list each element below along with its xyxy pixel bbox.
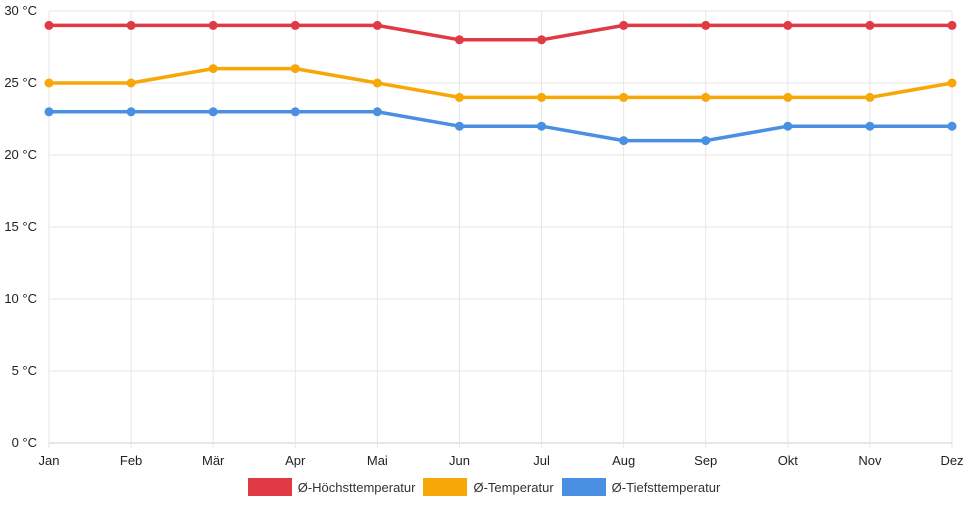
legend-swatch-hoechsttemperatur <box>247 478 292 496</box>
series-lines <box>44 20 957 146</box>
x-tick-label: Nov <box>858 453 882 468</box>
data-point <box>454 121 464 131</box>
data-point <box>290 20 300 30</box>
data-point <box>126 20 136 30</box>
x-tick-label: Jul <box>533 453 550 468</box>
legend-label-tiefsttemperatur: Ø-Tiefsttemperatur <box>611 479 721 495</box>
data-point <box>537 121 547 131</box>
data-point <box>44 107 54 117</box>
series-line-2 <box>47 110 954 143</box>
data-point <box>865 20 875 30</box>
series-line-0 <box>47 23 954 42</box>
x-tick-label: Feb <box>120 453 142 468</box>
data-point <box>44 78 54 88</box>
data-point <box>537 92 547 102</box>
data-point <box>701 92 711 102</box>
y-tick-label: 30 °C <box>4 3 37 18</box>
data-point <box>865 121 875 131</box>
data-point <box>947 121 957 131</box>
y-tick-label: 10 °C <box>4 291 37 306</box>
data-point <box>454 35 464 45</box>
series-line-1 <box>47 66 954 100</box>
data-point <box>372 78 382 88</box>
y-tick-label: 5 °C <box>12 363 37 378</box>
x-tick-label: Mär <box>202 453 225 468</box>
x-tick-label: Mai <box>367 453 388 468</box>
data-point <box>865 92 875 102</box>
legend-item-hoechsttemperatur[interactable]: Ø-Höchsttemperatur <box>247 478 416 496</box>
data-point <box>701 136 711 146</box>
x-tick-label: Dez <box>940 453 963 468</box>
x-tick-label: Jun <box>449 453 470 468</box>
data-point <box>783 92 793 102</box>
data-point <box>208 64 218 74</box>
data-point <box>783 20 793 30</box>
chart-legend: Ø-Höchsttemperatur Ø-Temperatur Ø-Tiefst… <box>0 478 968 496</box>
data-point <box>537 35 547 45</box>
legend-item-tiefsttemperatur[interactable]: Ø-Tiefsttemperatur <box>561 478 721 496</box>
x-tick-label: Apr <box>285 453 306 468</box>
y-tick-label: 15 °C <box>4 219 37 234</box>
y-tick-label: 25 °C <box>4 75 37 90</box>
data-point <box>783 121 793 131</box>
legend-item-temperatur[interactable]: Ø-Temperatur <box>423 478 554 496</box>
y-tick-label: 20 °C <box>4 147 37 162</box>
data-point <box>372 107 382 117</box>
data-point <box>947 78 957 88</box>
legend-label-hoechsttemperatur: Ø-Höchsttemperatur <box>297 479 416 495</box>
data-point <box>208 107 218 117</box>
x-tick-label: Jan <box>39 453 60 468</box>
data-point <box>126 78 136 88</box>
x-tick-label: Sep <box>694 453 717 468</box>
y-tick-label: 0 °C <box>12 435 37 450</box>
data-point <box>619 136 629 146</box>
y-axis-ticks: 0 °C 5 °C 10 °C 15 °C 20 °C 25 °C 30 °C <box>4 3 37 450</box>
legend-swatch-temperatur <box>423 478 468 496</box>
legend-label-temperatur: Ø-Temperatur <box>473 479 554 495</box>
data-point <box>126 107 136 117</box>
x-tick-label: Okt <box>778 453 799 468</box>
grid-lines <box>48 10 953 448</box>
data-point <box>619 92 629 102</box>
data-point <box>947 20 957 30</box>
data-point <box>619 20 629 30</box>
data-point <box>701 20 711 30</box>
x-axis-ticks: Jan Feb Mär Apr Mai Jun Jul Aug Sep Okt Nov Dez <box>39 453 964 468</box>
data-point <box>454 92 464 102</box>
x-tick-label: Aug <box>612 453 635 468</box>
data-point <box>372 20 382 30</box>
data-point <box>290 107 300 117</box>
data-point <box>208 20 218 30</box>
legend-swatch-tiefsttemperatur <box>561 478 606 496</box>
data-point <box>44 20 54 30</box>
data-point <box>290 64 300 74</box>
